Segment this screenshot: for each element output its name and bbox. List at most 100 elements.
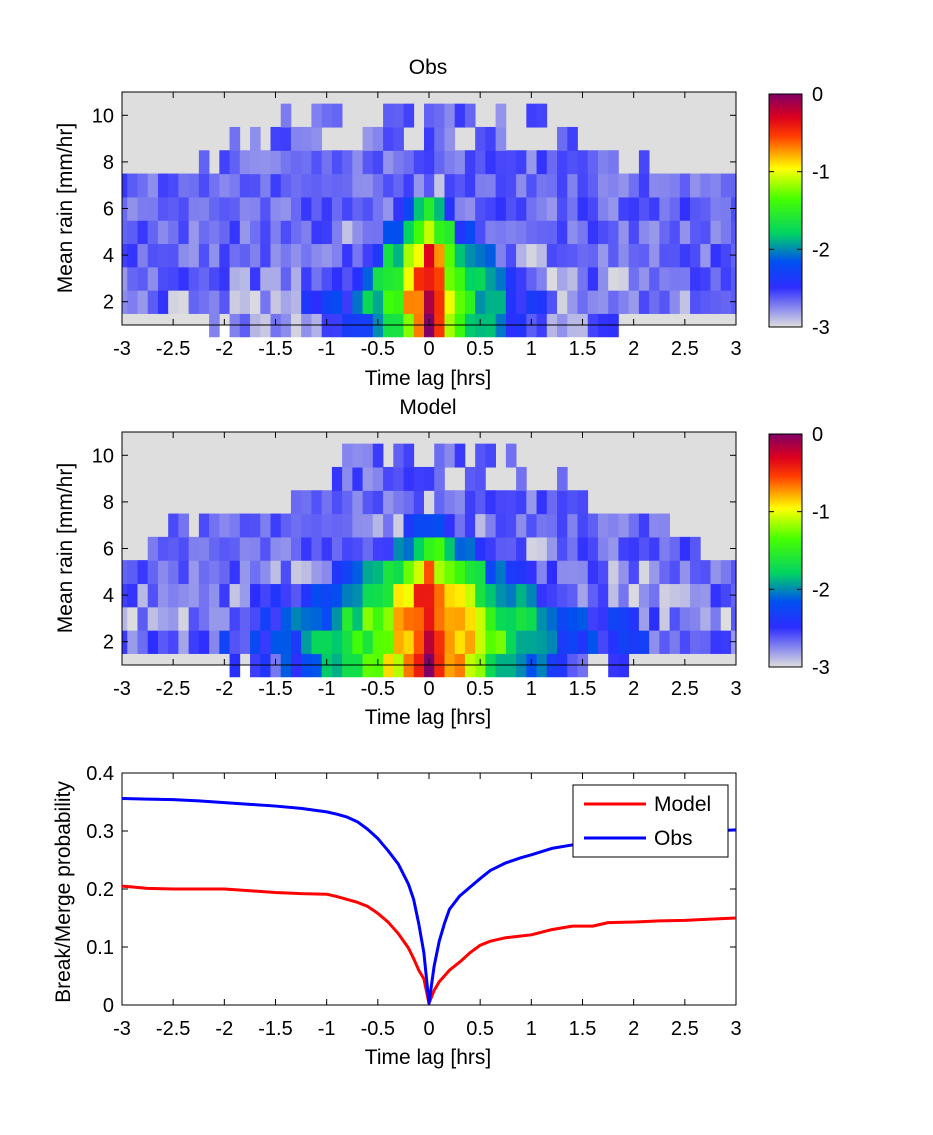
heatmap-cell (659, 266, 670, 291)
heatmap-cell (710, 606, 722, 631)
heatmap-cell (229, 173, 241, 198)
heatmap-cell (669, 290, 681, 314)
heatmap-cell (331, 513, 343, 538)
heatmap-cell (638, 583, 650, 608)
heatmap-cell (260, 266, 271, 291)
heatmap-cell (250, 560, 261, 585)
heatmap-cell (669, 173, 681, 198)
heatmap-cell (690, 220, 701, 245)
heatmap-cell (597, 196, 609, 221)
heatmap-cell (311, 173, 323, 198)
heatmap-cell (127, 290, 138, 314)
heatmap-cell (700, 220, 711, 245)
heatmap-cell (577, 173, 589, 198)
heatmap-cell (178, 290, 189, 314)
heatmap-cell (270, 266, 282, 291)
heatmap-cell (311, 220, 323, 245)
heatmap-cell (618, 560, 630, 585)
heatmap-cell (649, 266, 660, 291)
heatmap-cell (311, 243, 323, 268)
heatmap-cell (638, 243, 650, 268)
heatmap-cell (250, 196, 261, 221)
heatmap-cell (464, 220, 476, 245)
heatmap-cell (260, 560, 271, 585)
heatmap-cell (475, 126, 486, 151)
heatmap-cell (434, 630, 445, 654)
heatmap-cell (137, 290, 149, 314)
heatmap-cell (321, 220, 333, 245)
line-xtick-label: -2 (215, 1018, 233, 1040)
heatmap-cell (608, 630, 619, 654)
heatmap-cell (178, 606, 189, 631)
heatmap-cell (301, 290, 312, 314)
heatmap-cell (198, 513, 210, 538)
heatmap-cell (168, 173, 179, 198)
heatmap-cell (608, 173, 619, 198)
heatmap-cell (679, 220, 691, 245)
heatmap-cell (669, 266, 681, 291)
heatmap-cell (495, 243, 507, 268)
heatmap-cell (393, 560, 404, 585)
heatmap-cell (393, 173, 404, 198)
heatmap-cell (618, 513, 630, 538)
model-ytick-label: 8 (103, 492, 114, 514)
heatmap-cell (587, 266, 599, 291)
heatmap-cell (352, 443, 363, 468)
heatmap-cell (516, 196, 527, 221)
heatmap-cell (424, 536, 435, 561)
heatmap-cell (260, 536, 271, 561)
heatmap-cell (280, 103, 292, 128)
heatmap-cell (649, 560, 660, 585)
heatmap-cell (536, 606, 548, 631)
heatmap-cell (157, 536, 169, 561)
heatmap-cell (638, 536, 650, 561)
heatmap-cell (168, 513, 179, 538)
heatmap-cell (587, 150, 599, 175)
heatmap-cell (147, 630, 159, 654)
model-xtick-label: 0 (423, 678, 434, 700)
heatmap-cell (229, 606, 241, 631)
heatmap-cell (290, 173, 302, 198)
heatmap-cell (577, 290, 589, 314)
heatmap-cell (290, 150, 302, 175)
heatmap-cell (403, 606, 415, 631)
heatmap-cell (250, 630, 261, 654)
heatmap-cell (526, 196, 537, 221)
heatmap-cell (403, 150, 415, 175)
heatmap-cell (168, 606, 179, 631)
heatmap-cell (383, 583, 394, 608)
heatmap-cell (659, 630, 670, 654)
heatmap-cell (168, 196, 179, 221)
heatmap-cell (464, 513, 476, 538)
heatmap-cell (280, 290, 292, 314)
heatmap-cell (198, 266, 210, 291)
line-xtick-label: -0.5 (361, 1018, 395, 1040)
heatmap-cell (239, 196, 251, 221)
heatmap-cell (188, 630, 200, 654)
heatmap-cell (147, 606, 159, 631)
heatmap-cell (178, 560, 189, 585)
heatmap-cell (331, 536, 343, 561)
colorbar-tick-label: -1 (812, 162, 830, 184)
heatmap-cell (536, 196, 548, 221)
heatmap-cell (536, 630, 548, 654)
heatmap-cell (342, 606, 353, 631)
heatmap-cell (731, 220, 737, 245)
heatmap-cell (700, 173, 711, 198)
heatmap-cell (260, 583, 271, 608)
heatmap-cell (413, 583, 425, 608)
heatmap-cell (147, 196, 159, 221)
heatmap-cell (178, 583, 189, 608)
heatmap-cell (546, 290, 558, 314)
heatmap-cell (209, 560, 220, 585)
heatmap-cell (362, 243, 374, 268)
model-xtick-label: 3 (730, 678, 741, 700)
heatmap-cell (546, 560, 558, 585)
heatmap-cell (321, 243, 333, 268)
heatmap-cell (434, 196, 445, 221)
heatmap-cell (454, 150, 466, 175)
heatmap-cell (127, 606, 138, 631)
heatmap-cell (649, 536, 660, 561)
heatmap-cell (311, 606, 323, 631)
heatmap-cell (372, 173, 384, 198)
